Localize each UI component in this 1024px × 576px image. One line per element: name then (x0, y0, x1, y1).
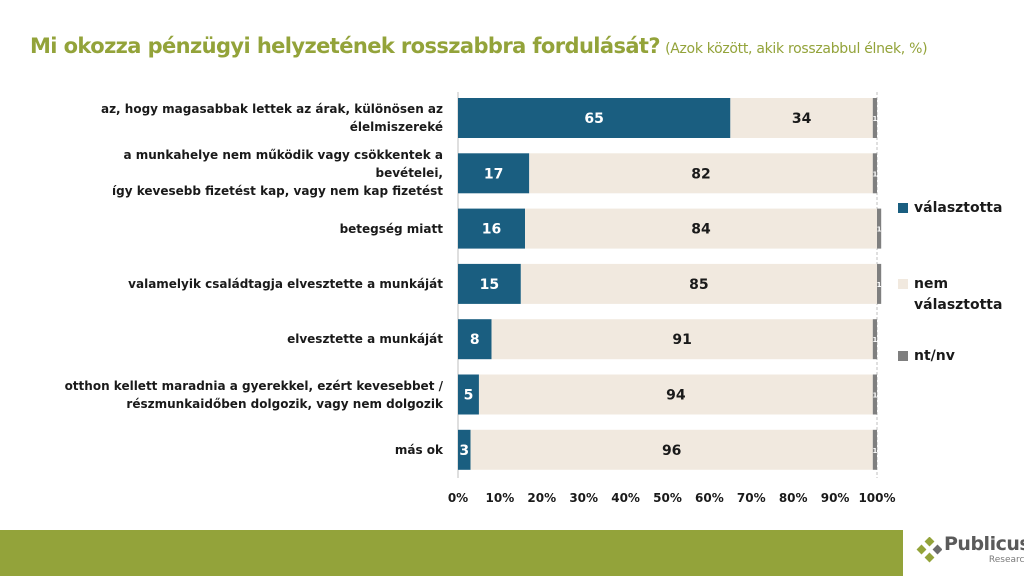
data-label: 3 (459, 443, 469, 459)
bar-segment-valasztotta (458, 319, 492, 360)
bar-segment-valasztotta (458, 208, 526, 249)
category-label: elvesztette a munkáját (63, 330, 443, 348)
category-label-line: így kevesebb fizetést kap, vagy nem kap … (112, 184, 443, 199)
logo-text: Publicus Research (944, 533, 1024, 566)
legend-label: választotta (914, 297, 1003, 313)
data-label: 1 (872, 336, 877, 344)
category-label-line: más ok (394, 442, 443, 457)
bar-segment-valasztotta (458, 374, 479, 415)
data-label: 1 (872, 447, 877, 455)
bar-segment-valasztotta (458, 429, 471, 470)
title-subtitle: (Azok között, akik rosszabbul élnek, %) (665, 41, 928, 57)
data-label: 65 (584, 111, 603, 127)
x-tick-label: 0% (448, 491, 468, 505)
category-label-line: részmunkaidőben dolgozik, vagy nem dolgo… (126, 396, 443, 411)
category-label-line: betegség miatt (339, 221, 443, 236)
data-label: 1 (872, 170, 877, 178)
x-tick-label: 40% (611, 491, 640, 505)
category-label: valamelyik családtagja elvesztette a mun… (63, 275, 443, 293)
data-label: 16 (482, 222, 501, 238)
bar-segment-nt-nv (872, 98, 877, 138)
data-label: 82 (691, 166, 710, 182)
x-tick-label: 100% (858, 491, 895, 505)
x-tick-label: 60% (695, 491, 724, 505)
category-label: a munkahelye nem működik vagy csökkentek… (63, 146, 443, 200)
legend-item: nem választotta (898, 274, 1002, 316)
bar-segment-nt-nv (877, 263, 882, 304)
bar-segment-nem-valasztotta (478, 374, 873, 415)
x-tick-label: 80% (779, 491, 808, 505)
legend-item: választotta (898, 198, 1002, 219)
publicus-logo: Publicus Research (916, 534, 1024, 565)
category-label: az, hogy magasabbak lettek az árak, külö… (63, 100, 443, 136)
data-label: 1 (877, 226, 882, 234)
bar-segment-valasztotta (458, 98, 731, 138)
logo-name: Publicus (944, 533, 1024, 555)
x-tick-label: 50% (653, 491, 682, 505)
category-label: otthon kellett maradnia a gyerekkel, ezé… (63, 377, 443, 413)
bar-segment-nem-valasztotta (525, 208, 877, 249)
category-label-line: az, hogy magasabbak lettek az árak, külö… (100, 102, 443, 116)
bar-segment-nt-nv (872, 374, 877, 415)
bar-segment-nt-nv (872, 319, 877, 360)
bar-segment-nem-valasztotta (470, 429, 873, 470)
legend-swatch (898, 203, 908, 213)
legend-swatch (898, 351, 908, 361)
logo-sub: Research (988, 555, 1024, 565)
bar-segment-nem-valasztotta (529, 153, 873, 194)
bar-segment-nem-valasztotta (520, 263, 877, 304)
data-label: 96 (662, 443, 681, 459)
title-main: Mi okozza pénzügyi helyzetének rosszabbr… (30, 34, 661, 58)
x-tick-label: 10% (486, 491, 515, 505)
legend-swatch (898, 279, 908, 289)
category-label: betegség miatt (63, 220, 443, 238)
legend-item: nt/nv (898, 346, 955, 367)
data-label: 1 (872, 392, 877, 400)
x-tick-label: 70% (737, 491, 766, 505)
x-tick-label: 20% (527, 491, 556, 505)
category-label: más ok (63, 441, 443, 459)
bar-segment-valasztotta (458, 263, 521, 304)
data-label: 1 (872, 115, 877, 123)
category-label-line: valamelyik családtagja elvesztette a mun… (128, 276, 443, 291)
bar-segment-nt-nv (877, 208, 882, 249)
footer-band (0, 530, 903, 576)
data-label: 34 (792, 111, 812, 127)
bar-segment-valasztotta (458, 153, 530, 194)
legend-label: választotta (914, 200, 1003, 216)
bar-segment-nem-valasztotta (730, 98, 873, 138)
data-label: 5 (464, 388, 474, 404)
bar-chart: 0% 10% 20% 30% 40% 50% 60% 70% 80% 90% 100% 65 34 1 17… (448, 92, 896, 505)
bar-segment-nt-nv (872, 153, 877, 194)
data-label: 17 (484, 166, 503, 182)
data-label: 15 (480, 277, 499, 293)
data-label: 1 (877, 281, 882, 289)
legend-label: nt/nv (914, 348, 955, 364)
logo-diamond-icon (916, 536, 942, 562)
bar-segment-nem-valasztotta (491, 319, 873, 360)
data-label: 91 (672, 332, 691, 348)
data-label: 85 (689, 277, 708, 293)
category-label-line: a munkahelye nem működik vagy csökkentek… (123, 148, 443, 181)
data-label: 94 (666, 388, 686, 404)
category-label-line: otthon kellett maradnia a gyerekkel, ezé… (64, 378, 443, 393)
bar-segment-nt-nv (872, 429, 877, 470)
x-tick-label: 90% (821, 491, 850, 505)
category-label-line: élelmiszereké (349, 120, 443, 134)
data-label: 84 (691, 222, 711, 238)
category-label-line: elvesztette a munkáját (287, 332, 443, 347)
legend-label: nem (914, 276, 949, 292)
chart-title: Mi okozza pénzügyi helyzetének rosszabbr… (30, 34, 928, 58)
x-tick-label: 30% (569, 491, 598, 505)
data-label: 8 (470, 332, 480, 348)
